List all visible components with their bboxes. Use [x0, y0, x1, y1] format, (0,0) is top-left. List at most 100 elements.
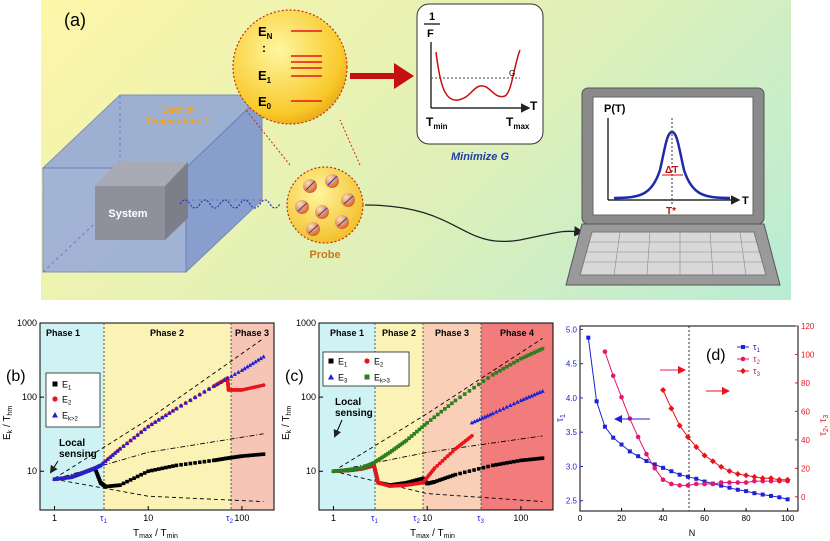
data-point: [96, 475, 101, 480]
yleft-label-d: τ1: [555, 414, 567, 422]
data-point: [450, 449, 455, 454]
local-sensing-arrow-b: [49, 460, 59, 474]
legend-label: E3: [338, 373, 348, 385]
legend-label: Ek>3: [374, 373, 391, 385]
data-point: [474, 418, 480, 423]
data-point: [445, 454, 450, 459]
g-xlabel: T: [530, 99, 538, 113]
reference-curve: [54, 478, 264, 503]
data-point: [153, 419, 158, 424]
data-point: [227, 456, 232, 460]
data-point: [335, 469, 340, 473]
data-point: [174, 406, 179, 411]
data-point: [735, 487, 740, 492]
data-point: [197, 460, 202, 465]
data-point: [156, 467, 161, 471]
data-point: [532, 350, 537, 355]
data-point: [402, 481, 407, 485]
g-curve: [435, 49, 521, 101]
y-left-tick-label: 3.0: [566, 462, 578, 471]
x-tick-label: 80: [742, 514, 751, 523]
data-point: [515, 459, 520, 463]
data-point: [726, 468, 733, 475]
ticks-c: 10 100 1000 1 10 100: [296, 318, 528, 523]
bath-label-line2: Temperature, T: [146, 116, 211, 126]
y-left-tick-label: 3.5: [566, 428, 578, 437]
data-point: [95, 473, 100, 478]
data-point: [619, 442, 624, 447]
coupling-wave: [179, 199, 281, 209]
data-point: [417, 477, 421, 482]
data-point: [107, 484, 111, 489]
data-point: [412, 478, 417, 483]
data-point: [644, 458, 649, 463]
data-point: [245, 453, 250, 458]
g-ylabel-num: 1: [429, 11, 435, 23]
data-point: [256, 452, 260, 457]
energy-levels: [291, 30, 322, 102]
data-point: [408, 479, 413, 484]
legend-marker: [328, 374, 334, 380]
series-group-d: [586, 335, 791, 502]
data-point: [261, 354, 266, 359]
y-right-tick-label: 60: [801, 407, 810, 416]
data-point: [482, 414, 488, 419]
data-point: [95, 471, 99, 476]
data-point: [255, 357, 261, 362]
data-point: [121, 481, 126, 486]
data-point: [480, 415, 485, 420]
data-point: [97, 477, 101, 481]
probe-label: Probe: [309, 249, 340, 261]
plot-frame-c: [318, 322, 554, 511]
data-point: [432, 466, 437, 471]
y-left-tick-label: 2.5: [566, 497, 578, 506]
data-point: [344, 468, 348, 472]
ylabel-c: Ek / Thm: [281, 406, 293, 440]
data-point: [540, 346, 545, 351]
data-point: [164, 465, 168, 470]
data-point: [146, 469, 151, 474]
data-point: [125, 479, 129, 484]
data-point: [540, 388, 545, 393]
data-point: [529, 457, 534, 462]
data-point: [709, 458, 716, 465]
yright-label-d: τ2, τ3: [818, 415, 830, 436]
phase3-band-b: [231, 323, 274, 510]
data-point: [103, 458, 108, 463]
data-point: [222, 377, 227, 382]
data-point: [453, 398, 458, 403]
data-point: [515, 358, 520, 363]
data-point: [392, 447, 396, 452]
data-point: [374, 459, 378, 464]
data-point: [744, 489, 749, 494]
data-point: [450, 401, 454, 406]
data-point: [501, 406, 506, 411]
data-point: [432, 480, 437, 484]
data-point: [420, 425, 424, 430]
ylabel-b: Ek / Thm: [2, 406, 14, 440]
local-sensing-arrow-c: [333, 419, 343, 438]
data-point: [727, 480, 732, 485]
data-point: [206, 386, 212, 391]
data-point: [247, 362, 253, 367]
y-right-tick-label: 100: [801, 350, 815, 359]
data-point: [515, 399, 520, 404]
legend-label: τ3: [753, 366, 761, 378]
data-point: [784, 476, 791, 483]
data-cable: [364, 204, 585, 242]
data-point: [508, 362, 513, 367]
x-tick-label: 40: [659, 514, 668, 523]
data-point: [211, 383, 216, 388]
data-point: [372, 460, 376, 465]
data-point: [261, 452, 266, 456]
data-point: [481, 465, 486, 470]
data-point: [174, 463, 179, 468]
data-point: [467, 469, 472, 473]
screen-xlabel: T: [742, 195, 749, 207]
data-point: [419, 477, 423, 481]
data-point: [735, 480, 741, 485]
data-point: [376, 458, 380, 462]
data-point: [105, 456, 111, 461]
screen-delta-label: ΔT: [665, 165, 678, 176]
